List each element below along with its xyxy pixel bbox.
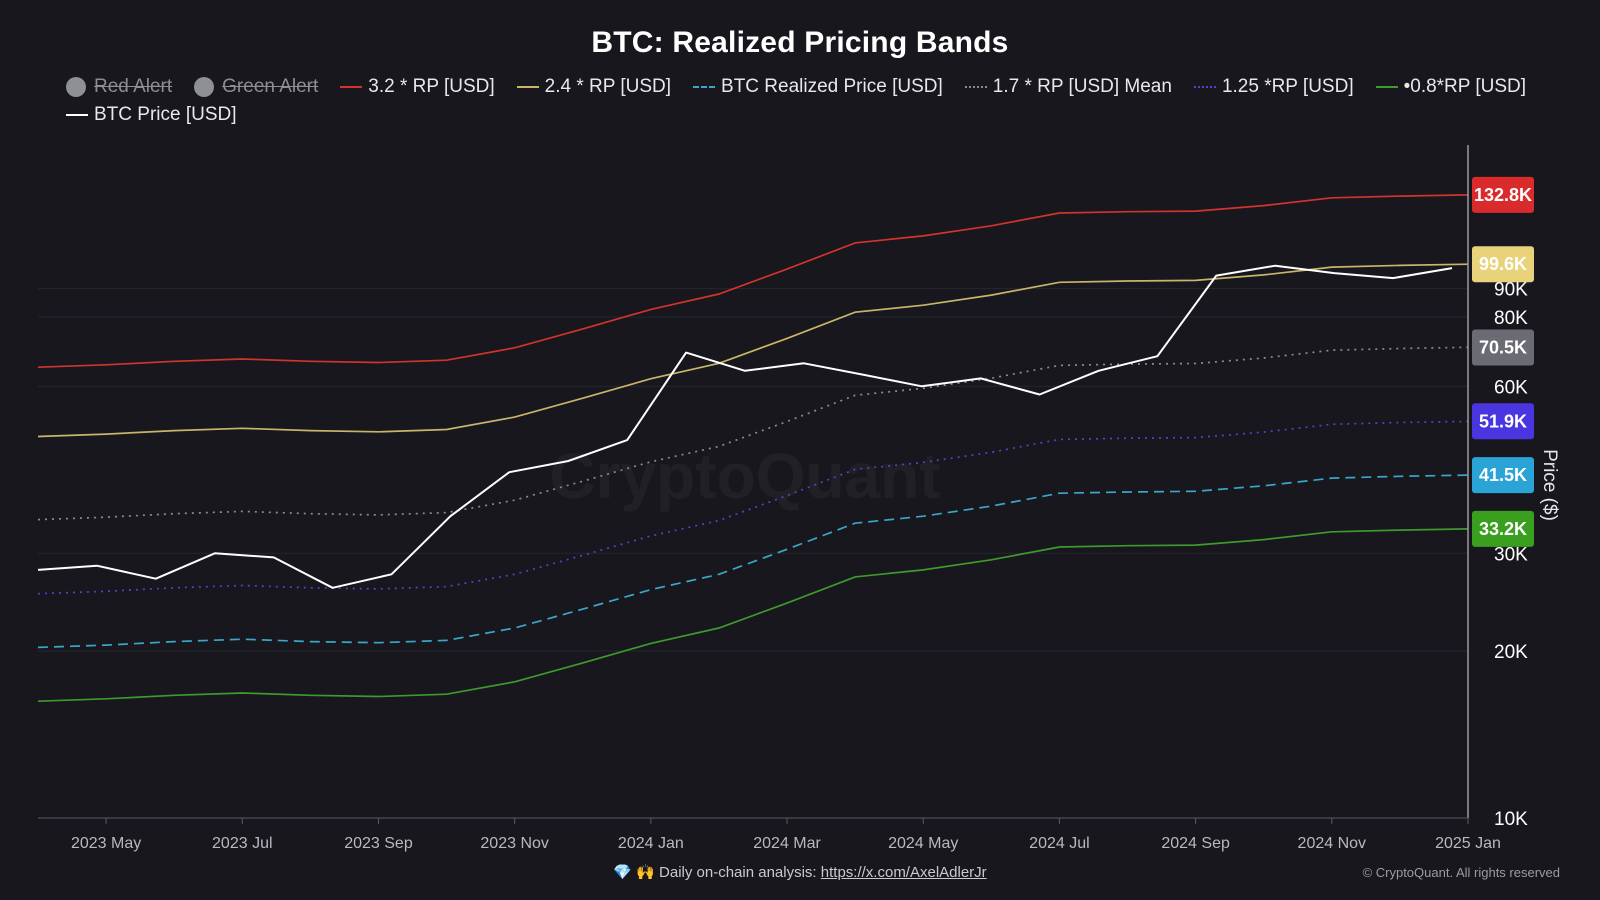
legend-item[interactable]: 2.4 * RP [USD] — [516, 76, 672, 98]
badge-bg — [1472, 457, 1534, 494]
y-tick-label: 10K — [1494, 809, 1528, 830]
legend-line-swatch — [1193, 86, 1216, 88]
legend-item[interactable]: 1.25 *RP [USD] — [1193, 76, 1354, 98]
last-value-badge: 132.8K — [1472, 176, 1534, 213]
x-tick-label: 2024 Sep — [1161, 835, 1230, 852]
last-value-badge: 51.9K — [1472, 403, 1534, 440]
badge-bg — [1472, 176, 1534, 213]
badge-bg — [1472, 403, 1534, 440]
last-value-badge: 99.6K — [1472, 246, 1534, 283]
series-line — [37, 194, 1469, 369]
y-tick-label: 80K — [1494, 308, 1528, 329]
legend-label: •0.8*RP [USD] — [1403, 76, 1527, 97]
legend-line-swatch — [516, 86, 539, 88]
legend-item[interactable]: 3.2 * RP [USD] — [340, 76, 495, 98]
y-tick-label: 90K — [1494, 280, 1528, 301]
x-tick-label: 2024 Jul — [1029, 835, 1090, 852]
last-value-badges: 132.8K 99.6K 70.5K 51.9K 41.5K 33.2K — [1472, 176, 1534, 547]
badge-bg — [1472, 246, 1534, 283]
badge-label: 33.2K — [1479, 519, 1527, 539]
last-value-badge: 70.5K — [1472, 329, 1534, 366]
legend-label: 2.4 * RP [USD] — [544, 76, 672, 97]
x-tick-label: 2023 Jul — [212, 835, 273, 852]
y-tick-label: 20K — [1494, 642, 1528, 663]
legend-item[interactable]: Red Alert — [66, 76, 172, 98]
copyright: © CryptoQuant. All rights reserved — [1362, 865, 1560, 880]
legend-line-swatch — [693, 86, 716, 88]
legend-item[interactable]: BTC Realized Price [USD] — [693, 76, 943, 98]
x-tick-label: 2023 May — [71, 835, 141, 852]
badge-bg — [1472, 329, 1534, 366]
footer-text: Daily on-chain analysis: — [659, 864, 817, 881]
gem-hands-icon: 💎 🙌 — [613, 864, 655, 881]
series-line — [37, 528, 1469, 703]
series-line — [37, 263, 1469, 438]
legend-dot-icon — [194, 77, 215, 97]
x-tick-label: 2024 Mar — [753, 835, 821, 852]
band-series — [37, 194, 1469, 703]
y-axis-ticks: 10K 20K 30K 60K 80K 90K — [1494, 280, 1528, 830]
gridlines — [38, 288, 1468, 819]
btc-price-series — [37, 264, 1453, 589]
btc-price-line — [37, 264, 1453, 589]
legend-item[interactable]: •0.8*RP [USD] — [1375, 76, 1527, 98]
legend-item[interactable]: Green Alert — [194, 76, 318, 98]
series-line — [37, 474, 1469, 649]
legend-line-swatch — [1375, 86, 1398, 88]
axes — [38, 145, 1469, 819]
x-tick-label: 2023 Sep — [344, 835, 413, 852]
legend-label: Green Alert — [222, 76, 319, 97]
legend-line-swatch — [964, 86, 987, 88]
legend-label: BTC Price [USD] — [94, 104, 237, 125]
x-tick-label: 2023 Nov — [480, 835, 549, 852]
badge-label: 99.6K — [1479, 254, 1527, 274]
last-value-badge: 41.5K — [1472, 457, 1534, 494]
legend-line-swatch — [66, 114, 88, 116]
legend-dot-icon — [66, 77, 86, 97]
y-tick-label: 30K — [1494, 544, 1528, 565]
x-tick-label: 2024 Jan — [618, 835, 684, 852]
legend-label: 3.2 * RP [USD] — [368, 76, 495, 97]
x-tick-label: 2025 Jan — [1435, 835, 1501, 852]
legend-label: 1.25 *RP [USD] — [1221, 76, 1354, 97]
badge-bg — [1472, 510, 1534, 547]
footer-link[interactable]: https://x.com/AxelAdlerJr — [820, 864, 987, 881]
x-tick-label: 2024 May — [888, 835, 958, 852]
legend-item[interactable]: BTC Price [USD] — [66, 104, 237, 126]
series-line — [37, 346, 1469, 521]
y-tick-label: 60K — [1494, 377, 1528, 398]
watermark: CryptoQuant — [549, 440, 940, 512]
footer: 💎 🙌 Daily on-chain analysis: https://x.c… — [0, 863, 1600, 881]
legend-line-swatch — [340, 86, 363, 88]
badge-label: 132.8K — [1474, 185, 1532, 205]
x-axis-ticks: 2023 May 2023 Jul 2023 Sep 2023 Nov 2024 Jan… — [71, 818, 1501, 852]
last-value-badge: 33.2K — [1472, 510, 1534, 547]
badge-label: 70.5K — [1479, 337, 1527, 357]
chart-title: BTC: Realized Pricing Bands — [591, 26, 1009, 59]
legend-label: Red Alert — [94, 76, 173, 97]
badge-label: 51.9K — [1479, 411, 1527, 431]
legend-label: 1.7 * RP [USD] Mean — [992, 76, 1172, 97]
series-line — [37, 420, 1469, 595]
legend-item[interactable]: 1.7 * RP [USD] Mean — [964, 76, 1172, 98]
legend-label: BTC Realized Price [USD] — [721, 76, 943, 97]
x-tick-label: 2024 Nov — [1298, 835, 1367, 852]
chart-legend: Red Alert Green Alert 3.2 * RP [USD] 2.4 * … — [66, 76, 1566, 126]
y-axis-label: Price ($) — [1539, 449, 1560, 521]
badge-label: 41.5K — [1479, 465, 1527, 485]
